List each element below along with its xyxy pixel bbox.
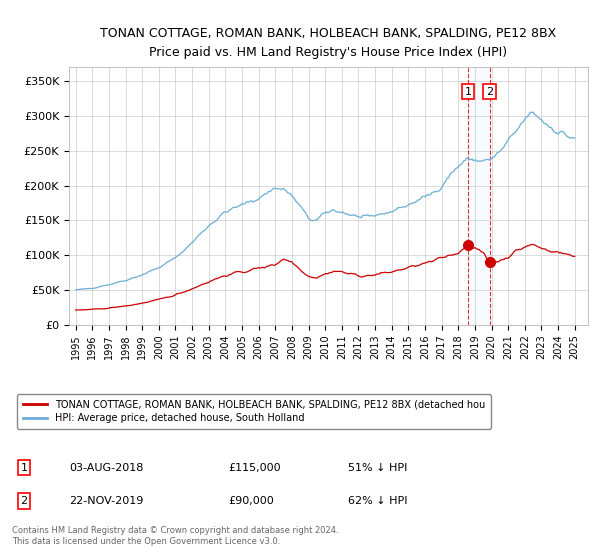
Title: TONAN COTTAGE, ROMAN BANK, HOLBEACH BANK, SPALDING, PE12 8BX
Price paid vs. HM L: TONAN COTTAGE, ROMAN BANK, HOLBEACH BANK…: [100, 27, 557, 59]
Text: 22-NOV-2019: 22-NOV-2019: [69, 496, 143, 506]
Text: 1: 1: [20, 463, 28, 473]
Bar: [468, 67, 490, 325]
Text: £90,000: £90,000: [228, 496, 274, 506]
Text: Contains HM Land Registry data © Crown copyright and database right 2024.: Contains HM Land Registry data © Crown c…: [12, 526, 338, 535]
Text: 2: 2: [20, 496, 28, 506]
Text: 03-AUG-2018: 03-AUG-2018: [69, 463, 143, 473]
Text: 62% ↓ HPI: 62% ↓ HPI: [348, 496, 407, 506]
Legend: TONAN COTTAGE, ROMAN BANK, HOLBEACH BANK, SPALDING, PE12 8BX (detached hou, HPI:: TONAN COTTAGE, ROMAN BANK, HOLBEACH BANK…: [17, 394, 491, 429]
Text: This data is licensed under the Open Government Licence v3.0.: This data is licensed under the Open Gov…: [12, 538, 280, 547]
Text: £115,000: £115,000: [228, 463, 281, 473]
Text: 51% ↓ HPI: 51% ↓ HPI: [348, 463, 407, 473]
Text: 2: 2: [486, 87, 493, 96]
Text: 1: 1: [464, 87, 472, 96]
